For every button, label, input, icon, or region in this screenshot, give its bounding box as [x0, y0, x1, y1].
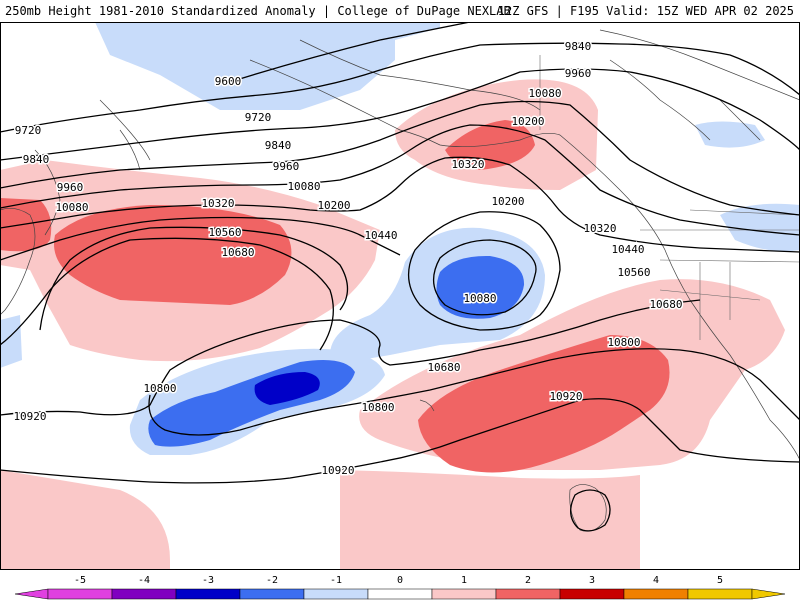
colorbar-ticks: -5 -4 -3 -2 -1 0 1 2 3 4 5 [74, 575, 723, 586]
colorbar-tick: 1 [461, 575, 467, 586]
colorbar-segment [111, 588, 177, 600]
contour-label: 10080 [528, 87, 561, 100]
colorbar-tick: 0 [397, 575, 403, 586]
contour-label: 9840 [23, 153, 50, 166]
colorbar-tick: 4 [653, 575, 659, 586]
colorbar-tick: 5 [717, 575, 723, 586]
contour-label: 10200 [491, 195, 524, 208]
map-header: 250mb Height 1981-2010 Standardized Anom… [0, 0, 800, 22]
contour-label: 9720 [245, 111, 272, 124]
contour-label: 10680 [649, 298, 682, 311]
colorbar-segment [687, 588, 753, 600]
coastlines [0, 29, 800, 532]
colorbar-tick: 3 [589, 575, 595, 586]
contour-label: 10560 [208, 226, 241, 239]
colorbar-arrow-right [751, 588, 786, 600]
contour-label: 10320 [451, 158, 484, 171]
contour-label: 10080 [55, 201, 88, 214]
colorbar-tick: -3 [202, 575, 214, 586]
contour-label: 10680 [427, 361, 460, 374]
contour-label: 9840 [265, 139, 292, 152]
contour-label: 10800 [361, 401, 394, 414]
contour-label: 9960 [565, 67, 592, 80]
contour-label: 9960 [273, 160, 300, 173]
contour-label: 9720 [15, 124, 42, 137]
colorbar-tick: -4 [138, 575, 150, 586]
colorbar-segment [367, 588, 433, 600]
height-contours [0, 22, 800, 532]
contour-labels: 9600 9720 9720 9840 9840 9840 9960 9960 … [12, 39, 684, 479]
colorbar-tick: 2 [525, 575, 531, 586]
map-title: 250mb Height 1981-2010 Standardized Anom… [5, 4, 511, 18]
contour-label: 10680 [221, 246, 254, 259]
contour-label: 9960 [57, 181, 84, 194]
contour-label: 10920 [549, 390, 582, 403]
contour-label: 9600 [215, 75, 242, 88]
contour-label: 10920 [321, 464, 354, 477]
contour-label: 10440 [364, 229, 397, 242]
contour-label: 10080 [287, 180, 320, 193]
contour-label: 10440 [611, 243, 644, 256]
colorbar-segments [14, 588, 786, 600]
colorbar-segment [303, 588, 369, 600]
colorbar-tick: -1 [330, 575, 342, 586]
contour-label: 10200 [317, 199, 350, 212]
contour-label: 9840 [565, 40, 592, 53]
contour-label: 10320 [201, 197, 234, 210]
contour-label: 10320 [583, 222, 616, 235]
colorbar-segment [559, 588, 625, 600]
political-boundaries [539, 55, 800, 340]
colorbar-segment [431, 588, 497, 600]
negative-anomaly-dark [254, 372, 320, 405]
contour-label: 10080 [463, 292, 496, 305]
anomaly-map: 9600 9720 9720 9840 9840 9840 9960 9960 … [0, 22, 800, 570]
colorbar-tick: -2 [266, 575, 278, 586]
contour-label: 10800 [607, 336, 640, 349]
model-run-info: 12Z GFS | F195 Valid: 15Z WED APR 02 202… [497, 4, 794, 18]
colorbar-segment [175, 588, 241, 600]
colorbar-segment [623, 588, 689, 600]
colorbar-segment [239, 588, 305, 600]
colorbar-segment [495, 588, 561, 600]
contour-label: 10920 [13, 410, 46, 423]
contour-label: 10800 [143, 382, 176, 395]
colorbar: -5 -4 -3 -2 -1 0 1 2 3 4 5 [14, 575, 786, 600]
colorbar-segment [47, 588, 113, 600]
contour-label: 10200 [511, 115, 544, 128]
colorbar-arrow-left [14, 588, 49, 600]
contour-label: 10560 [617, 266, 650, 279]
colorbar-tick: -5 [74, 575, 86, 586]
